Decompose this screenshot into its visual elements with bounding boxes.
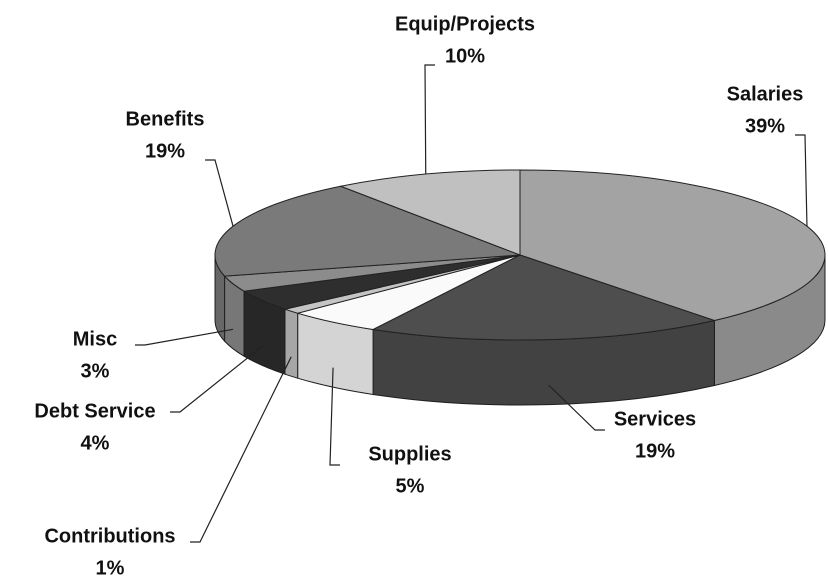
leader-line xyxy=(548,384,605,431)
slice-label: Services xyxy=(614,408,696,430)
slice-side-shade xyxy=(297,313,374,395)
slice-value-label: 3% xyxy=(81,360,110,382)
leader-line xyxy=(170,345,263,413)
slice xyxy=(371,254,717,341)
leader-line xyxy=(205,159,234,227)
slice-side-shade xyxy=(373,320,715,405)
slice-label: Debt Service xyxy=(34,400,155,422)
leader-line xyxy=(329,367,340,466)
slice-value-label: 39% xyxy=(745,115,785,137)
slice-label: Salaries xyxy=(727,83,804,105)
leader-line xyxy=(795,134,808,227)
slice-side-shade xyxy=(244,291,285,375)
slice xyxy=(338,169,521,256)
slice-value-label: 19% xyxy=(635,440,675,462)
slice-side-shade xyxy=(215,255,225,342)
slice-label: Equip/Projects xyxy=(395,13,535,35)
slice-value-label: 19% xyxy=(145,140,185,162)
slice-side-shade xyxy=(224,276,245,357)
slice-value-label: 5% xyxy=(396,475,425,497)
slice-label: Benefits xyxy=(126,108,205,130)
slice-label: Misc xyxy=(73,328,117,350)
slice-side-shade xyxy=(714,255,826,386)
leader-line xyxy=(424,64,435,175)
slice-value-label: 1% xyxy=(96,557,125,579)
slice-side-shade xyxy=(284,309,298,379)
leader-line xyxy=(190,356,292,543)
slice-label: Contributions xyxy=(44,525,175,547)
slice xyxy=(519,169,826,322)
slice-label: Supplies xyxy=(368,443,451,465)
slice xyxy=(214,185,521,277)
slice-value-label: 4% xyxy=(81,432,110,454)
slice-value-label: 10% xyxy=(445,45,485,67)
leader-line xyxy=(135,328,234,346)
